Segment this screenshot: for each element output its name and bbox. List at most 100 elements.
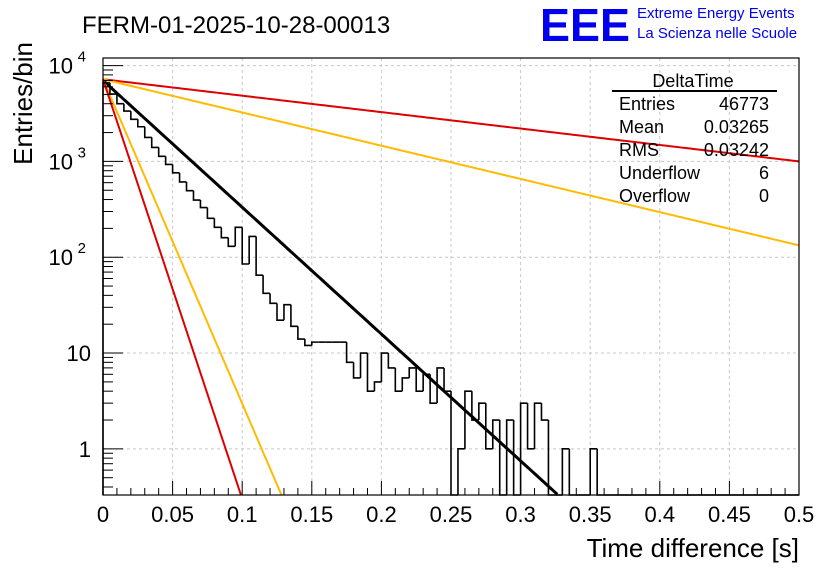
stats-row: Mean 0.03265 xyxy=(619,117,769,137)
stats-row: RMS 0.03242 xyxy=(619,140,769,160)
hist-bin xyxy=(137,119,145,128)
x-tick-label: 0.5 xyxy=(784,502,815,527)
hist-bin xyxy=(429,374,438,404)
hist-bin xyxy=(290,304,298,328)
org-subtitle: La Scienza nelle Scuole xyxy=(637,25,797,42)
hist-bin xyxy=(596,448,605,496)
hist-bin xyxy=(457,448,465,495)
hist-bin xyxy=(213,218,222,229)
y-tick-exponent: 2 xyxy=(78,240,86,257)
hist-bin xyxy=(359,352,368,378)
hist-bin xyxy=(380,352,389,382)
hist-bin xyxy=(345,342,354,364)
x-tick-label: 0.1 xyxy=(227,502,258,527)
y-axis-label: Entries/bin xyxy=(8,42,38,165)
hist-bin xyxy=(491,419,500,449)
curves-group xyxy=(101,78,800,496)
stats-label: Mean xyxy=(619,117,664,137)
hist-bin xyxy=(589,448,598,495)
hist-bin xyxy=(164,156,173,166)
hist-bin xyxy=(373,381,382,392)
hist-bin xyxy=(297,326,305,340)
chart-title: FERM-01-2025-10-28-00013 xyxy=(82,12,390,39)
stats-row: Underflow 6 xyxy=(619,163,769,183)
y-tick-label: 10 xyxy=(67,341,91,366)
x-tick-label: 0.25 xyxy=(430,502,473,527)
hist-bin xyxy=(269,293,277,305)
hist-bin xyxy=(130,111,138,121)
hist-bin xyxy=(157,147,166,158)
hist-bin xyxy=(248,235,257,264)
stats-label: Overflow xyxy=(619,186,691,206)
hist-bin xyxy=(485,403,493,450)
stats-row: Entries 46773 xyxy=(619,94,769,114)
stats-value: 0.03265 xyxy=(704,117,769,137)
stats-label: RMS xyxy=(619,140,659,160)
stats-label: Underflow xyxy=(619,163,701,183)
hist-bin xyxy=(450,391,458,496)
hist-bin xyxy=(199,200,208,209)
hist-bin xyxy=(171,164,180,174)
curve-orange-steep xyxy=(102,78,283,495)
hist-bin xyxy=(519,402,528,495)
curve-red-shallow xyxy=(102,78,800,163)
hist-bin xyxy=(227,237,236,248)
y-tick-label: 1 xyxy=(79,437,91,462)
x-axis-label: Time difference [s] xyxy=(587,533,799,563)
y-tick-label: 10 3 xyxy=(49,144,86,174)
x-tick-label: 0.45 xyxy=(708,502,751,527)
hist-bin xyxy=(415,367,424,392)
x-tick-label: 0.2 xyxy=(366,502,397,527)
stats-value: 6 xyxy=(759,163,769,183)
stats-row: Overflow 0 xyxy=(619,186,769,206)
curve-red-steep xyxy=(102,78,242,495)
hist-bin xyxy=(561,448,570,495)
x-tick-label: 0.3 xyxy=(505,502,536,527)
hist-bin xyxy=(276,303,284,322)
hist-bin xyxy=(387,353,396,369)
y-tick-label: 10 2 xyxy=(49,240,86,270)
x-tick-label: 0.4 xyxy=(645,502,676,527)
stats-title: DeltaTime xyxy=(652,71,733,91)
hist-bin xyxy=(192,190,201,201)
org-name: Extreme Energy Events xyxy=(637,5,795,22)
stats-value: 46773 xyxy=(719,94,769,114)
hist-bin xyxy=(540,403,549,421)
y-tick-exponent: 3 xyxy=(78,144,86,161)
y-tick-exponent: 4 xyxy=(78,49,86,66)
hist-bin xyxy=(408,367,417,378)
hist-bin xyxy=(478,402,486,421)
y-tick-base: 10 xyxy=(49,245,73,270)
hist-bin xyxy=(526,403,535,450)
hist-bin xyxy=(241,227,250,265)
hist-bin xyxy=(220,227,229,239)
x-tick-label: 0 xyxy=(97,502,109,527)
curve-fit xyxy=(101,79,559,496)
y-tick-label: 10 4 xyxy=(49,49,86,79)
y-tick-base: 10 xyxy=(67,341,91,366)
hist-bin xyxy=(262,275,271,295)
y-tick-base: 10 xyxy=(49,54,73,79)
hist-bin xyxy=(304,339,312,347)
stats-value: 0 xyxy=(759,186,769,206)
x-tick-label: 0.05 xyxy=(151,502,194,527)
y-tick-base: 1 xyxy=(79,437,91,462)
hist-bin xyxy=(568,448,577,496)
hist-bin xyxy=(401,377,410,392)
eee-logo: EEE xyxy=(540,0,630,51)
hist-bin xyxy=(505,419,514,495)
y-tick-base: 10 xyxy=(49,149,73,174)
hist-bin xyxy=(123,103,131,112)
hist-bin xyxy=(443,367,451,392)
hist-bin xyxy=(150,137,159,149)
hist-bin xyxy=(116,94,124,105)
hist-bin xyxy=(366,353,375,392)
stats-box: DeltaTime Entries 46773 Mean 0.03265 RMS 0.03… xyxy=(612,71,777,206)
hist-bin xyxy=(547,420,556,496)
stats-label: Entries xyxy=(619,94,675,114)
stats-value: 0.03242 xyxy=(704,140,769,160)
hist-bin xyxy=(178,172,187,183)
hist-bin xyxy=(311,341,319,346)
